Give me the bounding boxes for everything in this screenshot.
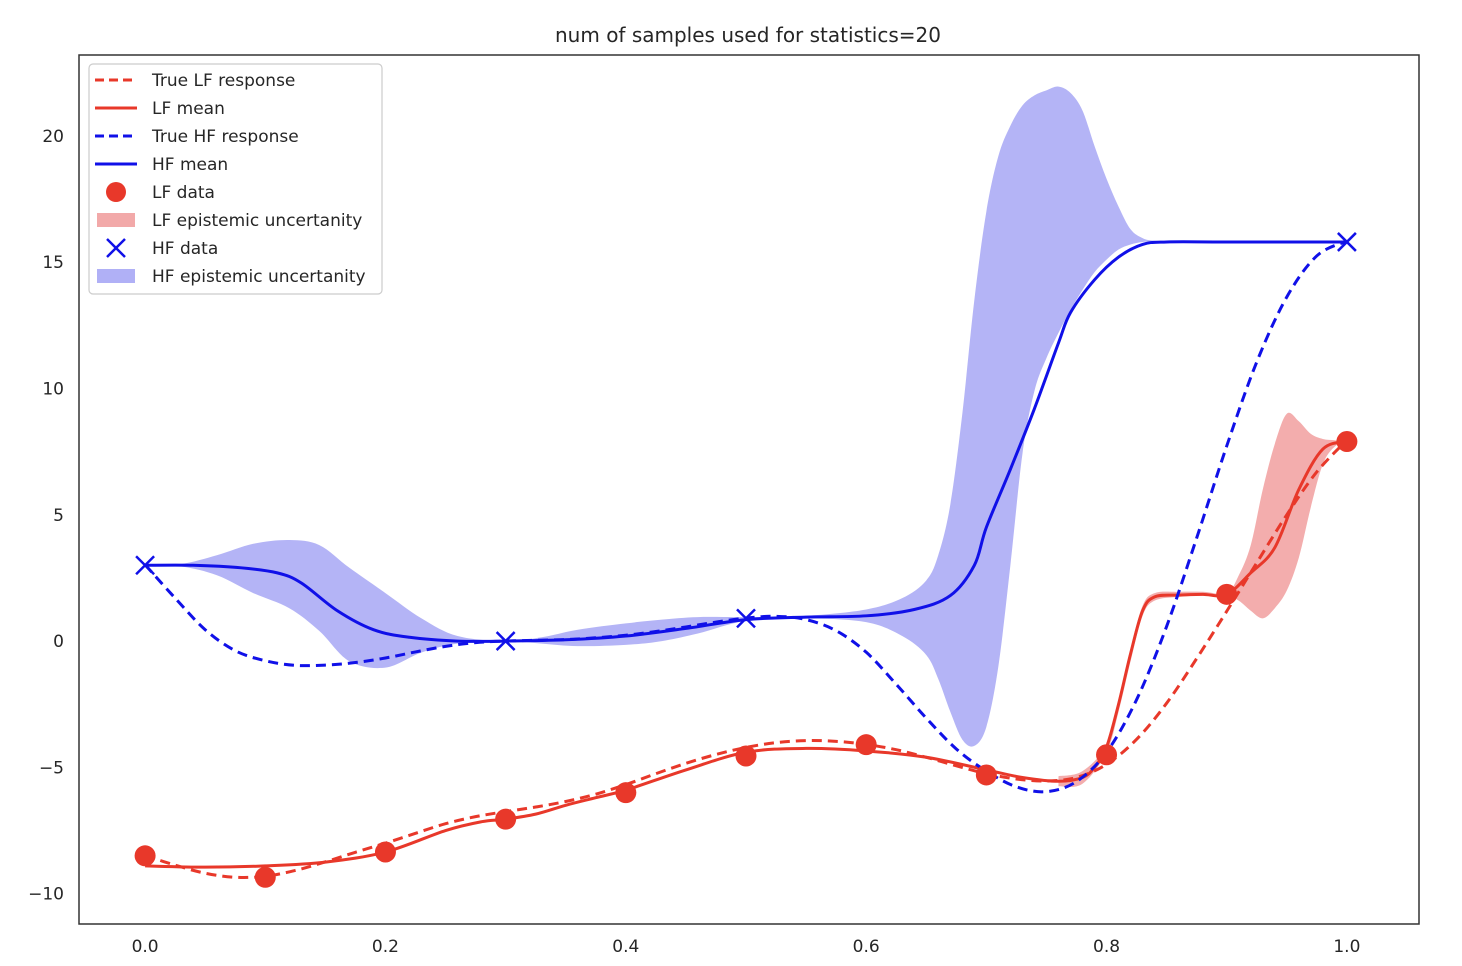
y-axis: −10 −5 0 5 10 15 20 xyxy=(28,127,64,905)
lf-data-point xyxy=(374,841,396,863)
legend-swatch xyxy=(106,238,126,258)
true-lf-response-line xyxy=(144,439,1348,879)
legend-item-true-hf-response: True HF response xyxy=(95,127,299,147)
legend-label: True LF response xyxy=(151,71,295,91)
x-tick-label: 0.6 xyxy=(853,937,880,957)
legend-label: LF mean xyxy=(152,99,225,119)
x-tick-label: 1.0 xyxy=(1333,937,1360,957)
uncertainty-bands-layer xyxy=(145,86,1347,788)
y-tick-label: 0 xyxy=(53,632,64,652)
lf-data-point xyxy=(1216,583,1238,605)
y-tick-label: −10 xyxy=(28,885,64,905)
legend-item-hf-epistemic-uncertanity: HF epistemic uncertanity xyxy=(97,267,366,287)
x-tick-label: 0.4 xyxy=(612,937,639,957)
lf-data-point xyxy=(134,845,156,867)
legend-swatch xyxy=(106,182,126,202)
data-points-layer xyxy=(134,232,1358,888)
legend-swatch xyxy=(97,213,135,227)
true-hf-response-line xyxy=(143,239,1348,794)
legend-item-lf-mean: LF mean xyxy=(95,99,225,119)
lf-data-point xyxy=(254,866,276,888)
x-tick-label: 0.0 xyxy=(132,937,159,957)
x-tick-label: 0.8 xyxy=(1093,937,1120,957)
lf-data-point xyxy=(615,782,637,804)
plot-frame xyxy=(78,54,1420,925)
legend-item-true-lf-response: True LF response xyxy=(95,71,295,91)
lf-epistemic-uncertanity-band xyxy=(1058,412,1347,788)
legend-label: LF data xyxy=(152,183,215,203)
legend-item-hf-data: HF data xyxy=(106,238,218,259)
legend: True LF response LF mean True HF response H… xyxy=(88,63,383,295)
hf-data-point xyxy=(1337,232,1357,252)
chart-title: num of samples used for statistics=20 xyxy=(555,23,941,47)
lf-data-point xyxy=(1336,431,1358,453)
lf-data-point xyxy=(855,734,877,756)
y-tick-label: 10 xyxy=(42,379,64,399)
legend-label: LF epistemic uncertanity xyxy=(152,211,362,231)
legend-item-lf-epistemic-uncertanity: LF epistemic uncertanity xyxy=(97,211,362,231)
hf-data-point xyxy=(736,608,756,629)
legend-label: HF epistemic uncertanity xyxy=(152,267,366,287)
x-tick-label: 0.2 xyxy=(372,937,399,957)
hf-mean-line xyxy=(145,240,1347,643)
legend-item-lf-data: LF data xyxy=(106,182,215,203)
y-tick-label: 15 xyxy=(42,253,64,273)
lf-data-point xyxy=(1096,744,1118,766)
legend-swatch xyxy=(97,269,135,283)
legend-label: HF data xyxy=(152,239,218,259)
y-tick-label: 20 xyxy=(42,127,64,147)
legend-item-hf-mean: HF mean xyxy=(95,155,228,175)
x-axis: 0.0 0.2 0.4 0.6 0.8 1.0 xyxy=(132,937,1361,957)
legend-label: True HF response xyxy=(151,127,299,147)
hf-data-point xyxy=(495,631,516,651)
y-tick-label: 5 xyxy=(53,506,64,526)
legend-box xyxy=(88,63,383,295)
lf-data-point xyxy=(495,808,517,830)
lf-data-point xyxy=(735,745,757,767)
legend-label: HF mean xyxy=(152,155,228,175)
hf-epistemic-uncertanity-band xyxy=(145,86,1347,747)
hf-data-point xyxy=(135,555,155,576)
lf-data-point xyxy=(975,764,997,786)
y-tick-label: −5 xyxy=(39,758,64,778)
